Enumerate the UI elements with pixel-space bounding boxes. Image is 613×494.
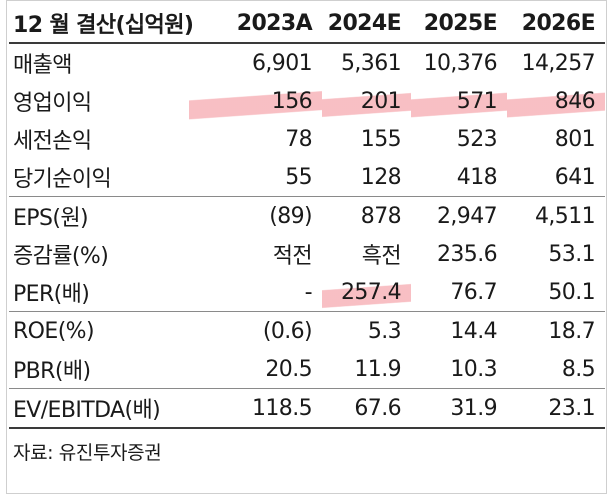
cell: 55 — [285, 164, 312, 190]
cell: 5,361 — [341, 50, 402, 76]
row-label: 당기순이익 — [13, 167, 112, 192]
cell: 11.9 — [354, 356, 401, 382]
row-growth-rate: 증감률(%) 적전 흑전 235.6 53.1 — [9, 235, 605, 273]
cell: 5.3 — [322, 311, 411, 350]
cell: 31.9 — [411, 388, 507, 429]
cell: 523 — [456, 126, 498, 152]
cell: 50.1 — [548, 279, 595, 305]
cell: 76.7 — [450, 279, 497, 305]
row-label: 세전손익 — [13, 129, 92, 154]
cell: 10.3 — [450, 356, 497, 382]
row-pretax-income: 세전손익 78 155 523 801 — [9, 120, 605, 158]
cell: 801 — [554, 126, 596, 152]
cell: 78 — [285, 126, 312, 152]
cell: (0.6) — [189, 311, 322, 350]
cell: 23.1 — [507, 388, 605, 429]
row-eps: EPS(원) (89) 878 2,947 4,511 — [9, 196, 605, 235]
cell: 10,376 — [423, 50, 498, 76]
cell: 2,947 — [411, 196, 507, 235]
row-revenue: 매출액 6,901 5,361 10,376 14,257 — [9, 43, 605, 82]
cell: (89) — [189, 196, 322, 235]
cell-highlighted: 571 — [411, 82, 507, 120]
header-2023a: 2023A — [189, 4, 322, 44]
cell: 53.1 — [548, 241, 595, 267]
row-label: EV/EBITDA(배) — [9, 388, 189, 429]
header-row: 12 월 결산(십억원) 2023A 2024E 2025E 2026E — [9, 4, 605, 44]
row-pbr: PBR(배) 20.5 11.9 10.3 8.5 — [9, 350, 605, 389]
row-roe: ROE(%) (0.6) 5.3 14.4 18.7 — [9, 311, 605, 350]
row-label: ROE(%) — [9, 311, 189, 350]
cell: 418 — [456, 164, 498, 190]
cell: 155 — [360, 126, 402, 152]
cell: 흑전 — [361, 244, 402, 269]
cell-highlighted: 201 — [322, 82, 411, 120]
cell-highlighted: 156 — [189, 82, 322, 120]
cell: 적전 — [272, 244, 313, 269]
row-operating-profit: 영업이익 156 201 571 846 — [9, 82, 605, 120]
header-2025e: 2025E — [411, 4, 507, 44]
row-label: 증감률(%) — [13, 244, 109, 269]
cell: 14,257 — [521, 50, 596, 76]
cell: 118.5 — [189, 388, 322, 429]
source-note: 자료: 유진투자증권 — [13, 442, 162, 464]
cell: 20.5 — [265, 356, 312, 382]
header-2024e: 2024E — [322, 4, 411, 44]
cell: 4,511 — [507, 196, 605, 235]
row-label: PBR(배) — [13, 359, 91, 384]
financial-summary-table: 12 월 결산(십억원) 2023A 2024E 2025E 2026E 매출액… — [9, 4, 605, 429]
cell: 8.5 — [561, 356, 596, 382]
row-label: EPS(원) — [9, 196, 189, 235]
row-label: 영업이익 — [13, 91, 92, 116]
cell: 128 — [360, 164, 402, 190]
cell: 641 — [554, 164, 596, 190]
cell: 14.4 — [411, 311, 507, 350]
cell-highlighted: 257.4 — [322, 273, 411, 312]
row-ev-ebitda: EV/EBITDA(배) 118.5 67.6 31.9 23.1 — [9, 388, 605, 429]
cell: 6,901 — [252, 50, 313, 76]
cell-highlighted: 846 — [507, 82, 605, 120]
cell: 235.6 — [437, 241, 498, 267]
cell: 18.7 — [507, 311, 605, 350]
row-label: PER(배) — [13, 282, 90, 307]
row-label: 매출액 — [13, 53, 73, 78]
cell: - — [304, 279, 313, 305]
header-period-label: 12 월 결산(십억원) — [9, 4, 194, 44]
header-2026e: 2026E — [507, 4, 605, 44]
cell: 878 — [322, 196, 411, 235]
cell: 67.6 — [322, 388, 411, 429]
row-net-income: 당기순이익 55 128 418 641 — [9, 158, 605, 197]
row-per: PER(배) - 257.4 76.7 50.1 — [9, 273, 605, 312]
